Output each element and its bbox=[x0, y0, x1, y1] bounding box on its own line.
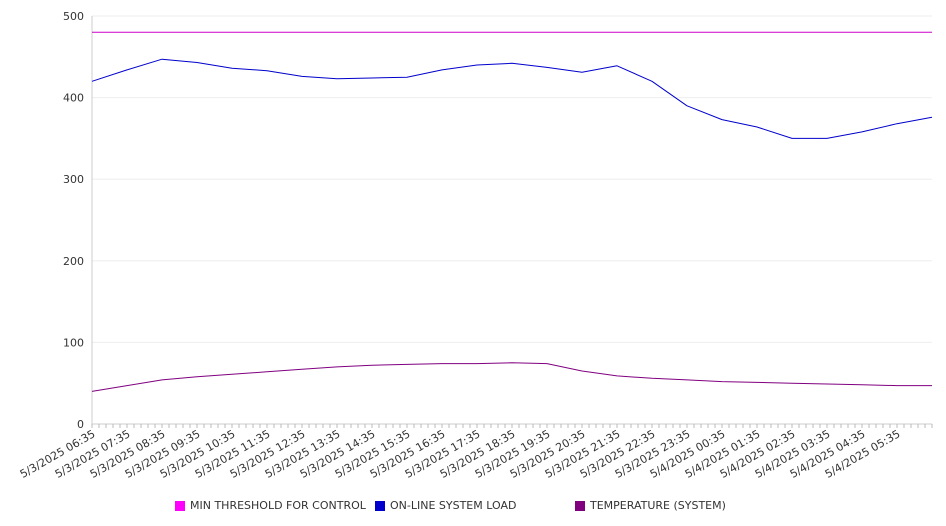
series-line-system-load bbox=[91, 58, 933, 139]
x-ticks: 5/3/2025 06:355/3/2025 07:355/3/2025 08:… bbox=[18, 424, 933, 481]
legend-label-system-load: ON-LINE SYSTEM LOAD bbox=[390, 499, 517, 512]
legend-item-system-load[interactable]: ON-LINE SYSTEM LOAD bbox=[375, 499, 516, 512]
y-tick-label: 500 bbox=[63, 10, 84, 23]
legend-label-min-threshold: MIN THRESHOLD FOR CONTROL bbox=[190, 499, 366, 512]
gridlines bbox=[92, 15, 932, 343]
y-tick-label: 100 bbox=[63, 336, 84, 349]
y-tick-label: 200 bbox=[63, 255, 84, 268]
legend-item-temperature[interactable]: TEMPERATURE (SYSTEM) bbox=[575, 499, 726, 512]
y-tick-label: 400 bbox=[63, 92, 84, 105]
legend-label-temperature: TEMPERATURE (SYSTEM) bbox=[590, 499, 726, 512]
y-tick-label: 300 bbox=[63, 173, 84, 186]
legend-swatch-system-load bbox=[375, 500, 385, 511]
series-lines bbox=[91, 31, 933, 392]
y-tick-label: 0 bbox=[77, 418, 84, 431]
legend-item-min-threshold[interactable]: MIN THRESHOLD FOR CONTROL bbox=[175, 499, 366, 512]
series-line-temperature bbox=[91, 362, 932, 392]
y-ticks: 0 100 200 300 400 500 bbox=[63, 10, 84, 431]
legend: MIN THRESHOLD FOR CONTROL ON-LINE SYSTEM… bbox=[0, 499, 946, 515]
line-chart: 0 100 200 300 400 500 5/3/2025 06:355/3/2025 … bbox=[18, 10, 933, 481]
legend-swatch-min-threshold bbox=[175, 500, 185, 511]
legend-swatch-temperature bbox=[575, 500, 585, 511]
